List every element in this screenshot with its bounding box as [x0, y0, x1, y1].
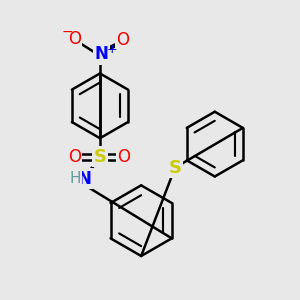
Text: S: S [93, 148, 106, 166]
Text: O: O [116, 31, 129, 49]
Text: O: O [117, 148, 130, 166]
Text: −: − [62, 25, 74, 39]
Text: O: O [68, 148, 81, 166]
Text: +: + [107, 43, 118, 56]
Text: S: S [169, 159, 182, 177]
Text: H: H [70, 171, 81, 186]
Text: N: N [77, 169, 91, 188]
Text: N: N [94, 45, 108, 63]
Text: O: O [68, 30, 81, 48]
